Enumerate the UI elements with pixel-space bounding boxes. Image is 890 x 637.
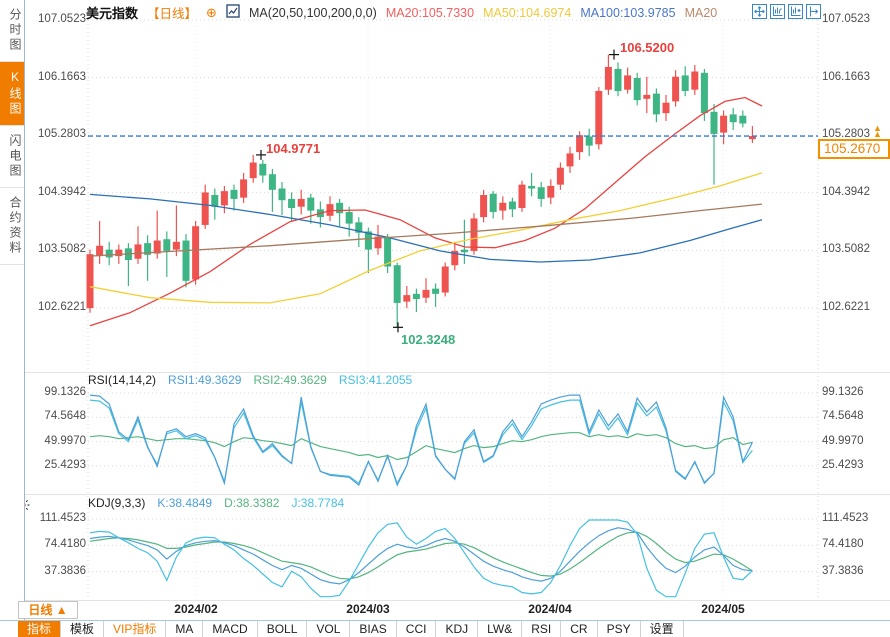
peak-annotation: 104.9771 <box>266 141 321 156</box>
y-axis-left: 107.0523 106.1663 105.2803 104.3942 103.5082… <box>22 0 86 600</box>
axis-label: 106.1663 <box>38 70 86 83</box>
tab-VIP指标[interactable]: VIP指标 <box>104 621 167 637</box>
rsi3-value: RSI3:41.2055 <box>338 373 413 387</box>
axis-label: 105.2803 <box>38 128 86 141</box>
tab-VOL[interactable]: VOL <box>307 621 351 637</box>
axis-label: 37.3836 <box>44 564 86 577</box>
period-tag: 【日线】 <box>147 7 198 21</box>
tab-BOLL[interactable]: BOLL <box>258 621 308 637</box>
axis-label: 49.9970 <box>822 434 864 447</box>
tab-指标[interactable]: 指标 <box>18 621 62 637</box>
axis-label: 25.4293 <box>44 459 86 471</box>
axis-label: 102.6221 <box>38 301 86 313</box>
chart-toolbar <box>752 4 821 19</box>
ma20-value: MA20:105.7330 <box>385 5 475 20</box>
axis-label: 49.9970 <box>44 434 86 447</box>
tab-BIAS[interactable]: BIAS <box>350 621 397 637</box>
kdj-k-value: K:38.4849 <box>157 496 213 510</box>
symbol-title: 美元指数 <box>86 6 139 21</box>
tab-CR[interactable]: CR <box>561 621 598 637</box>
month-label: 2024/03 <box>346 602 390 616</box>
axis-label: 74.5648 <box>822 410 864 423</box>
kline-style-icon[interactable] <box>226 4 240 21</box>
rsi-title: RSI(14,14,2) <box>88 373 157 387</box>
axis-label: 105.2803 <box>822 128 870 141</box>
indicator-tab-bar: 指标 模板 VIP指标 MA MACD BOLL VOL BIAS CCI KDJ LW& RSI CR… <box>0 620 890 637</box>
chart-canvas[interactable] <box>0 0 890 620</box>
rsi1-value: RSI1:49.3629 <box>168 373 242 387</box>
kdj-j-value: J:38.7784 <box>291 496 345 510</box>
sidebar-item-闪电图[interactable]: 闪电图 <box>0 126 24 188</box>
tab-设置[interactable]: 设置 <box>641 621 684 637</box>
month-label: 2024/02 <box>174 602 218 616</box>
axis-label: 104.3942 <box>38 185 86 198</box>
axis-label: 103.5082 <box>822 243 870 256</box>
sidebar-item-合约资料[interactable]: 合约资料 <box>0 188 24 265</box>
axis-label: 102.6221 <box>822 301 870 313</box>
kdj-panel-header: KDJ(9,3,3) K:38.4849 D:38.3382 J:38.7784 <box>88 496 344 510</box>
axis-label: 104.3942 <box>822 185 870 198</box>
axis-label: 107.0523 <box>38 13 86 25</box>
chart-type-sidebar: 分时图 K线图 闪电图 合约资料 <box>0 0 25 620</box>
add-indicator-icon[interactable]: ⊕ <box>206 4 217 20</box>
month-label: 2024/04 <box>528 602 572 616</box>
tab-MA[interactable]: MA <box>166 621 204 637</box>
ma200-value: MA20 <box>684 5 718 20</box>
scale-horizontal-icon[interactable] <box>788 4 803 19</box>
pan-right-icon[interactable] <box>806 4 821 19</box>
axis-label: 111.4523 <box>39 512 86 524</box>
tab-MACD[interactable]: MACD <box>203 621 258 637</box>
axis-label: 107.0523 <box>822 13 870 25</box>
ma50-value: MA50:104.6974 <box>483 5 572 20</box>
axis-label: 103.5082 <box>38 243 86 256</box>
axis-label: 111.4523 <box>822 512 869 524</box>
axis-label: 99.1326 <box>44 386 86 398</box>
low-annotation: 102.3248 <box>401 332 456 347</box>
axis-label: 74.4180 <box>822 538 864 551</box>
axis-label: 37.3836 <box>822 564 864 577</box>
sidebar-item-分时图[interactable]: 分时图 <box>0 0 24 62</box>
axis-label: 74.5648 <box>44 410 86 423</box>
rsi-panel-header: RSI(14,14,2) RSI1:49.3629 RSI2:49.3629 R… <box>88 373 412 387</box>
axis-label: 99.1326 <box>822 386 864 398</box>
kdj-d-value: D:38.3382 <box>224 496 280 510</box>
tab-LW&[interactable]: LW& <box>478 621 523 637</box>
pan-icon[interactable] <box>752 4 767 19</box>
current-price-box: 105.2670 <box>818 139 890 159</box>
chart-header: 美元指数 【日线】 ⊕ MA(20,50,100,200,0,0) MA20:1… <box>86 3 717 22</box>
axis-label: 74.4180 <box>44 538 86 551</box>
high-annotation: 106.5200 <box>620 40 675 55</box>
ma100-value: MA100:103.9785 <box>580 5 676 20</box>
month-label: 2024/05 <box>701 602 745 616</box>
tab-PSY[interactable]: PSY <box>598 621 641 637</box>
axis-label: 106.1663 <box>822 70 870 83</box>
period-selector-button[interactable]: 日线 ▲ <box>18 601 78 619</box>
tab-RSI[interactable]: RSI <box>522 621 562 637</box>
price-up-arrows-icon: ▲ ▲ <box>873 123 882 139</box>
tab-KDJ[interactable]: KDJ <box>436 621 479 637</box>
ma-formula: MA(20,50,100,200,0,0) <box>248 5 377 20</box>
scale-vertical-icon[interactable] <box>770 4 785 19</box>
y-axis-right: 107.0523 106.1663 105.2803 104.3942 103.5082… <box>822 0 888 600</box>
sidebar-item-K线图[interactable]: K线图 <box>0 62 24 126</box>
kdj-title: KDJ(9,3,3) <box>88 496 146 510</box>
tab-CCI[interactable]: CCI <box>397 621 437 637</box>
rsi2-value: RSI2:49.3629 <box>253 373 327 387</box>
tab-模板[interactable]: 模板 <box>61 621 105 637</box>
axis-label: 25.4293 <box>822 459 864 471</box>
